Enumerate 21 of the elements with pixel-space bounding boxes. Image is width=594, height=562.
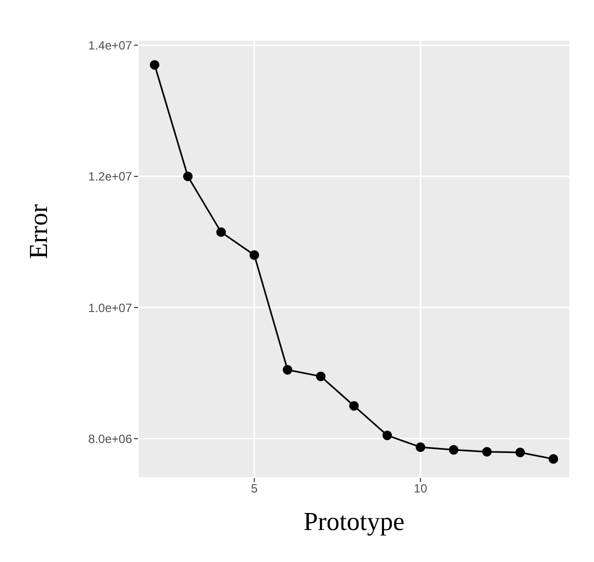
point (515, 448, 525, 458)
y-tick-label: 1.2e+07 (88, 170, 132, 184)
point (548, 454, 558, 464)
y-axis-title: Error (24, 204, 54, 259)
point (349, 401, 359, 411)
x-tick-label: 10 (414, 482, 428, 496)
point (150, 60, 160, 70)
point (216, 227, 226, 237)
point (416, 442, 426, 452)
x-axis-title: Prototype (303, 507, 405, 536)
point (482, 446, 492, 457)
y-tick-label: 1.0e+07 (88, 300, 132, 315)
point (183, 172, 193, 182)
point (316, 372, 326, 382)
point (448, 445, 458, 455)
point (382, 430, 392, 440)
point (250, 250, 260, 260)
x-tick-label: 5 (250, 482, 258, 496)
point (282, 365, 292, 375)
y-tick-label: 8.0e+06 (88, 432, 132, 446)
y-tick-label: 1.4e+07 (88, 38, 132, 53)
